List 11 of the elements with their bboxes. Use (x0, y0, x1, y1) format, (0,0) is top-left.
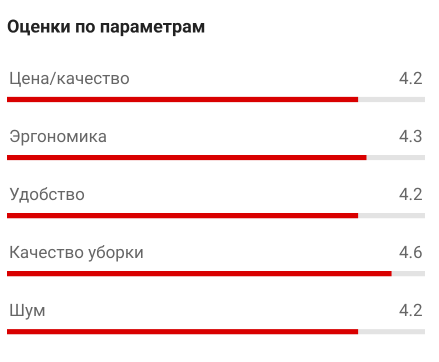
data-label: 4.2 (399, 185, 423, 205)
chart-title: Оценки по параметрам (7, 16, 206, 38)
y-tick-label: Шум (9, 301, 46, 321)
data-label: 4.6 (399, 243, 423, 263)
y-tick-label: Удобство (9, 185, 85, 205)
y-tick-label: Цена/качество (9, 69, 130, 89)
data-label: 4.2 (399, 301, 423, 321)
y-tick-label: Эргономика (9, 127, 108, 147)
data-label: 4.3 (399, 127, 423, 147)
data-label: 4.2 (399, 69, 423, 89)
y-tick-label: Качество уборки (9, 243, 144, 263)
